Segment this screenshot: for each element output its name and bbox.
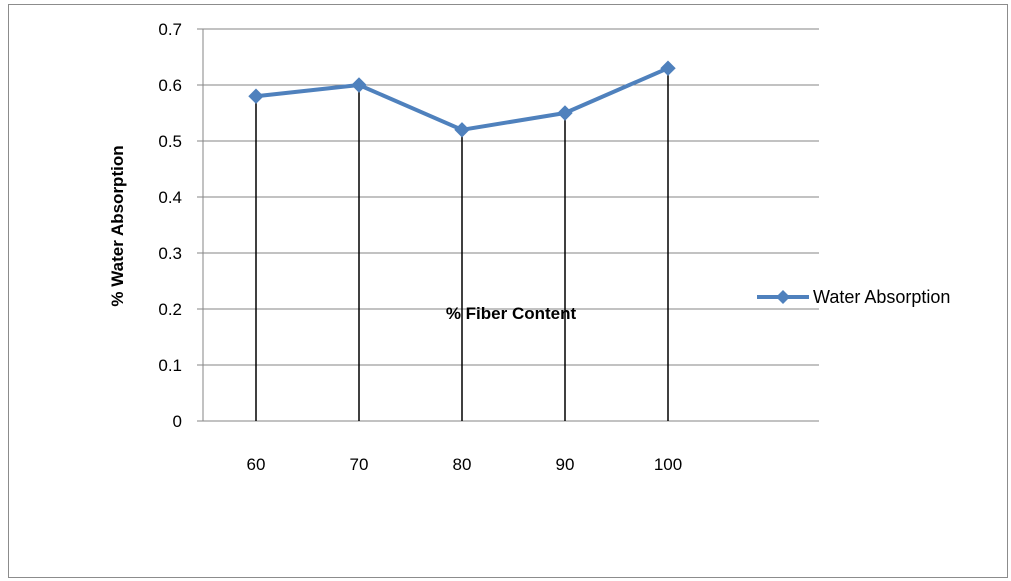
x-tick-labels: 60 70 80 90 100 (247, 455, 683, 474)
legend: Water Absorption (757, 287, 950, 307)
series-layer (248, 60, 676, 138)
data-point (351, 77, 367, 93)
y-tick-label: 0.7 (158, 20, 182, 39)
data-point (248, 88, 264, 104)
y-tick-label: 0.1 (158, 356, 182, 375)
y-tick-label: 0 (173, 412, 182, 431)
x-tick-label: 80 (453, 455, 472, 474)
x-tick-label: 100 (654, 455, 682, 474)
x-tick-label: 60 (247, 455, 266, 474)
chart-frame (8, 4, 1008, 578)
y-axis-title: % Water Absorption (108, 145, 127, 306)
gridlines (203, 28, 819, 366)
y-tick-label: 0.3 (158, 244, 182, 263)
data-point (454, 122, 470, 138)
y-tick-label: 0.5 (158, 132, 182, 151)
drop-lines (255, 68, 669, 421)
y-tick-labels: 0 0.1 0.2 0.3 0.4 0.5 0.6 0.7 (158, 20, 182, 431)
x-tick-label: 70 (350, 455, 369, 474)
y-tick-label: 0.6 (158, 76, 182, 95)
y-tick-label: 0.4 (158, 188, 182, 207)
y-tick-label: 0.2 (158, 300, 182, 319)
data-point (660, 60, 676, 76)
series-line (254, 66, 670, 132)
legend-diamond-icon (776, 290, 790, 304)
data-point (557, 105, 573, 121)
x-tick-label: 90 (556, 455, 575, 474)
axes (197, 28, 819, 422)
legend-label: Water Absorption (813, 287, 950, 307)
x-axis-title: % Fiber Content (446, 304, 577, 323)
